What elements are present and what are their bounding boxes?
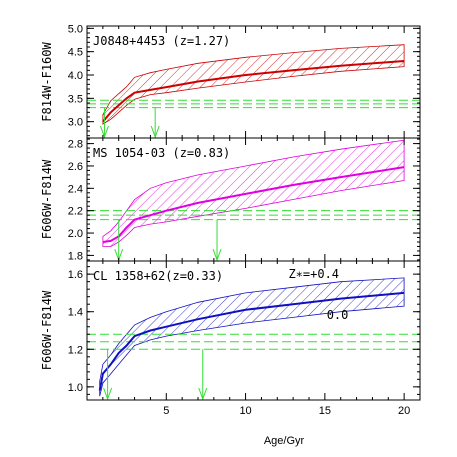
y-axis-label: F606W-F814W: [40, 290, 54, 370]
model-band: [99, 277, 405, 397]
age-arrow: [99, 107, 109, 138]
y-tick-label: 2.4: [68, 183, 83, 195]
x-tick-label: 15: [319, 405, 331, 417]
age-arrow: [212, 219, 222, 261]
y-tick-label: 1.6: [68, 269, 83, 281]
x-tick-label: 10: [239, 405, 251, 417]
plot-area: [87, 44, 420, 138]
age-arrow: [198, 349, 208, 400]
panel-3: 1.0 1.2 1.4 1.6 F606W-F814W CL 1358+62(z=0.33…: [40, 260, 421, 401]
y-tick-label: 1.8: [68, 250, 83, 262]
y-tick-label: 3.5: [68, 93, 83, 105]
panel-title: MS 1054-03 (z=0.83): [93, 146, 230, 160]
x-tick-label: 20: [398, 405, 410, 417]
model-curve: [102, 166, 405, 243]
panel-title: J0848+4453 (z=1.27): [93, 34, 230, 48]
y-axis-label: F814W-F160W: [40, 41, 54, 121]
y-tick-label: 2.6: [68, 161, 83, 173]
y-tick-label: 4.0: [68, 70, 83, 82]
model-curve: [102, 60, 405, 123]
y-tick-label: 2.0: [68, 228, 83, 240]
age-arrow: [150, 107, 160, 138]
y-tick-label: 3.0: [68, 117, 83, 129]
age-arrow-head: [150, 125, 160, 138]
age-arrow: [103, 349, 113, 400]
metallicity-label: 0.0: [327, 308, 349, 322]
y-tick-label: 2.2: [68, 206, 83, 218]
panel-title: CL 1358+62(z=0.33): [93, 269, 223, 283]
age-arrow-head: [103, 387, 113, 400]
panel-2: 1.8 2.0 2.2 2.4 2.6 2.8 F606W-F814W MS 1054-03 …: [40, 137, 421, 262]
y-axis-label: F606W-F814W: [40, 159, 54, 239]
x-axis-label: Age/Gyr: [264, 435, 305, 447]
model-band: [102, 44, 405, 125]
model-curve: [98, 291, 405, 391]
x-tick-label: 5: [163, 405, 169, 417]
y-tick-label: 1.0: [68, 382, 83, 394]
panel-frame: [86, 260, 421, 401]
age-arrow-head: [212, 248, 222, 261]
y-tick-label: 5.0: [68, 23, 83, 35]
y-tick-label: 1.2: [68, 344, 83, 356]
metallicity-label: Z∗=+0.4: [288, 267, 339, 281]
panel-1: 3.0 3.5 4.0 4.5 5.0 F814W-F160W J0848+4453 (z=…: [40, 23, 421, 139]
y-tick-label: 2.8: [68, 139, 83, 151]
y-tick-label: 1.4: [68, 307, 83, 319]
age-arrow-head: [99, 125, 109, 138]
age-arrow-head: [198, 387, 208, 400]
plot-area: [87, 277, 420, 400]
plot-area: [87, 139, 420, 261]
y-tick-label: 4.5: [68, 47, 83, 59]
